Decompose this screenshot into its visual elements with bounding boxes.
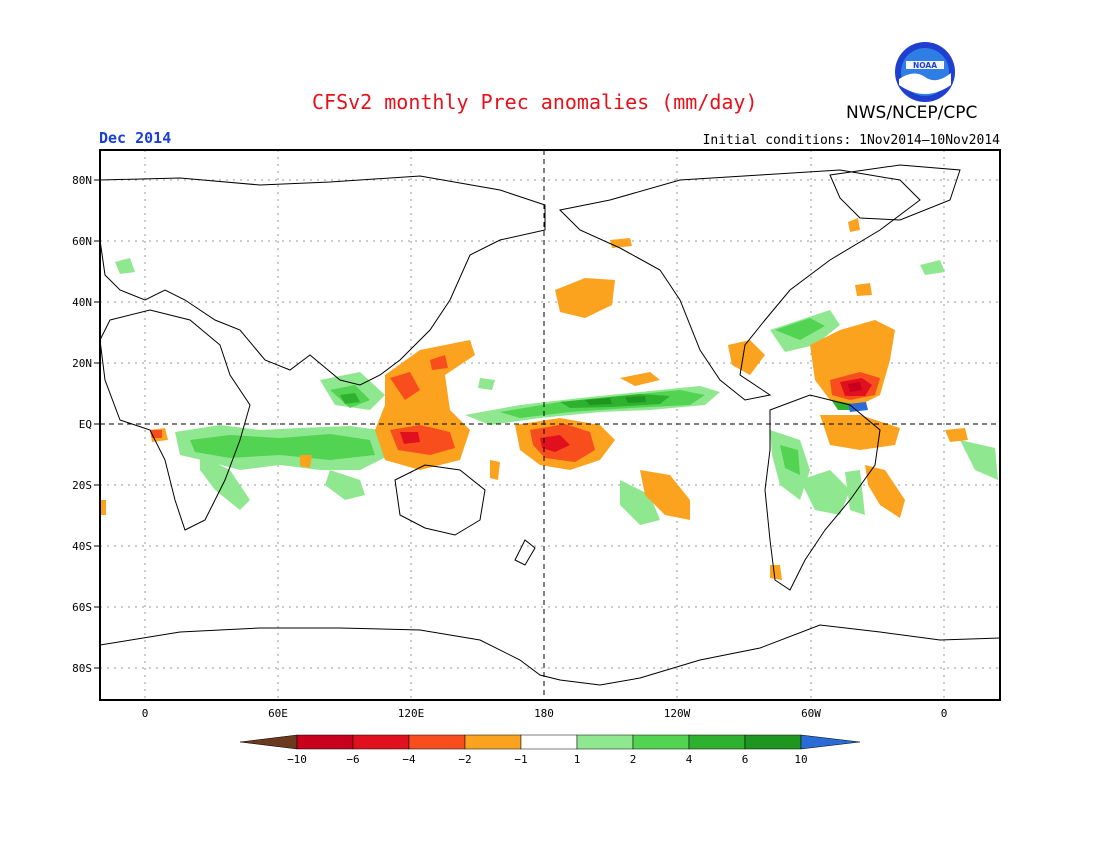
colorbar-label: −6 — [346, 753, 359, 766]
lat-label: 20S — [72, 479, 92, 492]
colorbar-box — [464, 734, 522, 750]
lon-label: 180 — [534, 707, 554, 720]
noaa-logo: NOAA — [895, 42, 955, 102]
lon-label: 120W — [664, 707, 691, 720]
colorbar-box — [408, 734, 466, 750]
continent-outlines — [99, 164, 1001, 686]
lon-label: 60E — [268, 707, 288, 720]
noaa-logo-text: NOAA — [913, 61, 937, 70]
colorbar-box — [576, 734, 634, 750]
lat-label: 40S — [72, 540, 92, 553]
chart-title: CFSv2 monthly Prec anomalies (mm/day) — [312, 90, 758, 114]
lat-label: 80N — [72, 174, 92, 187]
map-frame — [99, 149, 1001, 701]
colorbar-label: 2 — [630, 753, 637, 766]
colorbar-label: −4 — [402, 753, 416, 766]
colorbar-low-arrow — [239, 734, 298, 750]
colorbar-box — [688, 734, 746, 750]
organization-label: NWS/NCEP/CPC — [846, 103, 978, 123]
colorbar-box — [352, 734, 410, 750]
colorbar-label: −2 — [458, 753, 471, 766]
anomaly-fields — [100, 218, 998, 580]
colorbar-label: −1 — [514, 753, 527, 766]
lon-label: 120E — [398, 707, 425, 720]
colorbar-box — [520, 734, 578, 750]
colorbar-label: −10 — [287, 753, 307, 766]
colorbar-high-arrow — [800, 734, 861, 750]
lat-label: 60S — [72, 601, 92, 614]
lat-label: 20N — [72, 357, 92, 370]
colorbar — [239, 734, 861, 750]
colorbar-label: 6 — [742, 753, 749, 766]
colorbar-label: 4 — [686, 753, 693, 766]
lat-label: 40N — [72, 296, 92, 309]
lon-label: 0 — [941, 707, 948, 720]
initial-conditions: Initial conditions: 1Nov2014–10Nov2014 — [702, 133, 1000, 148]
lat-ticks — [94, 179, 100, 669]
colorbar-label: 10 — [794, 753, 807, 766]
lat-label: EQ — [79, 418, 92, 431]
lon-label: 60W — [801, 707, 821, 720]
colorbar-box — [296, 734, 354, 750]
lat-label: 80S — [72, 662, 92, 675]
lon-label: 0 — [142, 707, 149, 720]
colorbar-box — [632, 734, 690, 750]
colorbar-label: 1 — [574, 753, 581, 766]
forecast-month: Dec 2014 — [99, 129, 172, 147]
lat-label: 60N — [72, 235, 92, 248]
colorbar-box — [744, 734, 802, 750]
